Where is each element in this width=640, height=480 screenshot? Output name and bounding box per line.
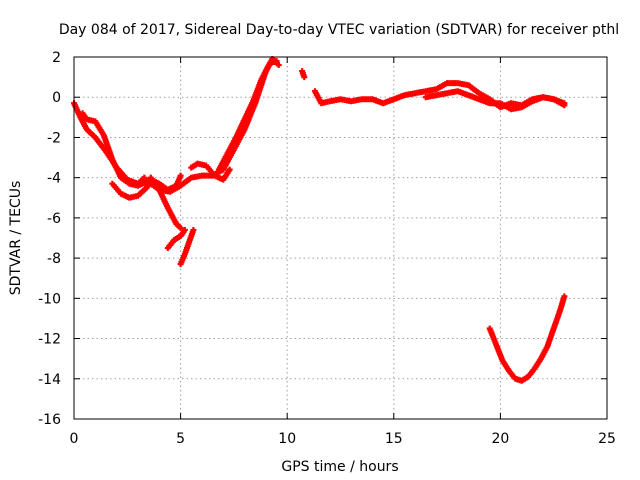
y-tick-label: -16 bbox=[38, 412, 61, 428]
y-tick-label: -14 bbox=[38, 372, 61, 388]
series-arc-5 bbox=[164, 226, 188, 252]
data-point bbox=[181, 226, 188, 233]
data-layer bbox=[71, 56, 568, 384]
y-tick-label: -4 bbox=[47, 171, 61, 187]
y-tick-label: -6 bbox=[47, 211, 61, 227]
x-tick-label: 5 bbox=[176, 431, 185, 447]
series-arc-9 bbox=[215, 58, 280, 173]
x-tick-label: 20 bbox=[491, 431, 509, 447]
x-tick-label: 15 bbox=[385, 431, 403, 447]
x-tick-label: 0 bbox=[70, 431, 79, 447]
data-point bbox=[177, 172, 184, 179]
y-tick-label: -2 bbox=[47, 130, 61, 146]
plot-frame bbox=[73, 56, 608, 420]
data-point bbox=[561, 293, 568, 300]
y-axis-label: SDTVAR / TECUs bbox=[8, 181, 24, 296]
series-arc-10 bbox=[299, 68, 308, 81]
series-arc-8 bbox=[188, 160, 233, 183]
y-tick-label: -10 bbox=[38, 291, 61, 307]
chart-title: Day 084 of 2017, Sidereal Day-to-day VTE… bbox=[59, 22, 619, 38]
data-point bbox=[301, 74, 308, 81]
grid-layer bbox=[74, 57, 607, 419]
x-axis-label: GPS time / hours bbox=[281, 459, 398, 475]
y-tick-label: 0 bbox=[52, 90, 61, 106]
data-point bbox=[275, 62, 282, 69]
series-arc-13 bbox=[486, 293, 568, 384]
data-point bbox=[190, 226, 197, 233]
y-tick-label: -8 bbox=[47, 251, 61, 267]
x-tick-label: 10 bbox=[278, 431, 296, 447]
y-tick-label: -12 bbox=[38, 332, 61, 348]
data-point bbox=[226, 166, 233, 173]
series-arc-6 bbox=[177, 226, 197, 268]
x-tick-label: 25 bbox=[598, 431, 616, 447]
data-point bbox=[273, 58, 280, 65]
data-point bbox=[177, 224, 184, 231]
data-point bbox=[561, 100, 568, 107]
series-arc-12 bbox=[422, 88, 568, 113]
y-tick-label: 2 bbox=[52, 50, 61, 66]
